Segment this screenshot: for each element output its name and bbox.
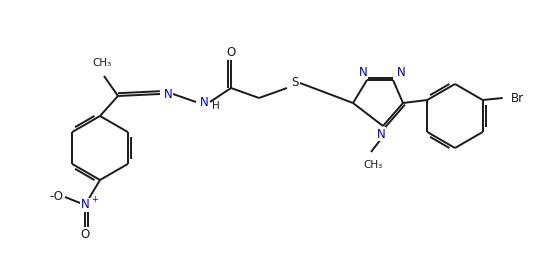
Text: N: N: [80, 198, 90, 211]
Text: O: O: [80, 229, 90, 241]
Text: H: H: [212, 101, 220, 111]
Text: N: N: [377, 127, 386, 141]
Text: -O: -O: [49, 190, 63, 204]
Text: N: N: [358, 66, 368, 79]
Text: N: N: [163, 88, 172, 101]
Text: CH₃: CH₃: [363, 160, 383, 170]
Text: O: O: [226, 46, 236, 59]
Text: N: N: [396, 66, 406, 79]
Text: CH₃: CH₃: [92, 58, 112, 68]
Text: +: +: [91, 196, 98, 205]
Text: N: N: [200, 95, 209, 109]
Text: S: S: [291, 77, 299, 90]
Text: Br: Br: [511, 91, 524, 104]
